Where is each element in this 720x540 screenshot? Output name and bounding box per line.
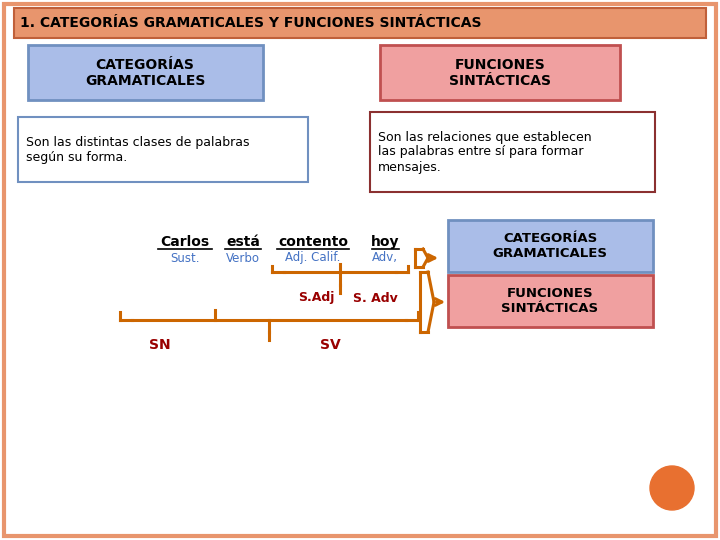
FancyBboxPatch shape: [14, 8, 706, 38]
FancyBboxPatch shape: [380, 45, 620, 100]
Text: CATEGORÍAS
GRAMATICALES: CATEGORÍAS GRAMATICALES: [492, 232, 608, 260]
FancyBboxPatch shape: [18, 117, 308, 182]
Text: FUNCIONES
SINTÁCTICAS: FUNCIONES SINTÁCTICAS: [449, 58, 551, 88]
Text: Son las relaciones que establecen
las palabras entre sí para formar
mensajes.: Son las relaciones que establecen las pa…: [378, 131, 592, 173]
Text: está: está: [226, 235, 260, 249]
Text: SV: SV: [320, 338, 341, 352]
Text: S. Adv: S. Adv: [353, 292, 397, 305]
FancyBboxPatch shape: [4, 4, 716, 536]
Circle shape: [650, 466, 694, 510]
FancyBboxPatch shape: [448, 220, 653, 272]
FancyBboxPatch shape: [370, 112, 655, 192]
Text: Sust.: Sust.: [170, 252, 199, 265]
Text: Adv,: Adv,: [372, 252, 398, 265]
Text: Adj. Calif.: Adj. Calif.: [285, 252, 341, 265]
Text: Carlos: Carlos: [161, 235, 210, 249]
Text: S.Adj: S.Adj: [298, 292, 334, 305]
Text: contento: contento: [278, 235, 348, 249]
Text: 1. CATEGORÍAS GRAMATICALES Y FUNCIONES SINTÁCTICAS: 1. CATEGORÍAS GRAMATICALES Y FUNCIONES S…: [20, 16, 482, 30]
FancyBboxPatch shape: [448, 275, 653, 327]
Text: SN: SN: [149, 338, 171, 352]
Text: hoy: hoy: [371, 235, 400, 249]
FancyBboxPatch shape: [28, 45, 263, 100]
Text: CATEGORÍAS
GRAMATICALES: CATEGORÍAS GRAMATICALES: [85, 58, 205, 88]
Text: Verbo: Verbo: [226, 252, 260, 265]
Text: Son las distintas clases de palabras
según su forma.: Son las distintas clases de palabras seg…: [26, 136, 250, 164]
Text: FUNCIONES
SINTÁCTICAS: FUNCIONES SINTÁCTICAS: [501, 287, 598, 315]
